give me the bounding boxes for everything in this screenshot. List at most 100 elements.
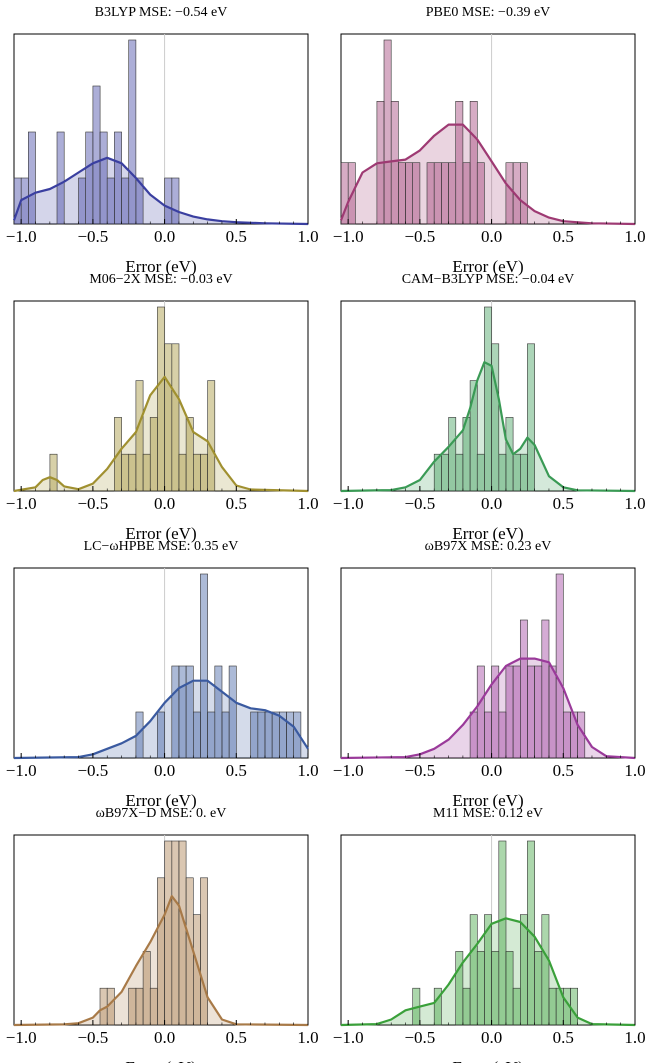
- histogram-bar: [476, 453, 485, 492]
- density-curve: [13, 895, 309, 1027]
- histogram-bar: [228, 665, 237, 759]
- histogram-bar: [433, 162, 442, 225]
- histogram-bar: [555, 573, 564, 759]
- x-tick-label: 0.0: [154, 1028, 175, 1047]
- histogram-bar: [498, 840, 507, 1026]
- histogram-bar: [541, 619, 550, 759]
- histogram-bar: [476, 951, 485, 1026]
- histogram-bar: [498, 711, 507, 759]
- x-axis-label: Error (eV): [452, 524, 523, 543]
- histogram-bar: [562, 711, 571, 759]
- x-tick-label: 1.0: [297, 494, 318, 513]
- density-area: [14, 680, 308, 758]
- x-tick-label: −0.5: [77, 761, 108, 780]
- x-tick-label: 0.0: [154, 761, 175, 780]
- x-axis-label: Error (eV): [125, 791, 196, 810]
- x-tick-label: 1.0: [297, 227, 318, 246]
- histogram-bar: [200, 877, 208, 1026]
- x-axis-label: Error (eV): [125, 257, 196, 276]
- histogram-bar: [178, 453, 187, 492]
- x-tick-label: −1.0: [333, 1028, 364, 1047]
- histogram-bar: [157, 711, 165, 759]
- histogram-bar: [519, 453, 528, 492]
- density-curve: [340, 361, 636, 493]
- histogram-bar: [527, 343, 535, 492]
- x-tick-label: −1.0: [6, 761, 37, 780]
- histogram-bar: [412, 162, 421, 225]
- panel-title: ωB97X MSE: 0.23 eV: [425, 539, 552, 554]
- histogram-bar: [548, 987, 557, 1026]
- density-area: [14, 896, 308, 1025]
- density-area: [341, 918, 635, 1025]
- histogram-bar: [128, 39, 137, 225]
- x-tick-label: 0.5: [226, 761, 247, 780]
- x-tick-label: 0.0: [154, 227, 175, 246]
- density-curve: [13, 375, 309, 493]
- x-tick-label: 1.0: [297, 1028, 318, 1047]
- x-tick-label: 1.0: [297, 761, 318, 780]
- x-tick-label: 0.0: [481, 1028, 502, 1047]
- histogram-bar: [207, 380, 216, 492]
- histogram-bar: [99, 131, 108, 225]
- histogram-bar: [293, 711, 302, 759]
- histogram-bar: [476, 665, 485, 759]
- histogram-bar: [135, 380, 144, 492]
- x-axis-label: Error (eV): [125, 1058, 196, 1063]
- histogram-bar: [106, 177, 115, 225]
- panel-title: ωB97X−D MSE: 0. eV: [96, 806, 227, 821]
- histogram-bar: [441, 162, 449, 225]
- x-tick-label: 1.0: [624, 494, 645, 513]
- histogram-bar: [484, 711, 492, 759]
- x-tick-label: 0.5: [226, 1028, 247, 1047]
- histogram-bar: [200, 573, 208, 759]
- x-axis-label: Error (eV): [125, 524, 196, 543]
- histogram-bar: [142, 453, 151, 492]
- histogram-bar: [519, 914, 528, 1026]
- histogram-bar: [20, 177, 29, 225]
- histogram-bar: [121, 177, 130, 225]
- histogram-bar: [448, 162, 457, 225]
- histogram-bar: [398, 162, 406, 225]
- histogram-bar: [512, 987, 521, 1026]
- histogram-bar: [56, 131, 65, 225]
- density-area: [341, 362, 635, 491]
- histogram-bar: [512, 665, 521, 759]
- panel-title: PBE0 MSE: −0.39 eV: [426, 5, 551, 20]
- density-area: [14, 157, 308, 224]
- x-tick-label: 1.0: [624, 227, 645, 246]
- x-tick-label: −1.0: [333, 494, 364, 513]
- histogram-bar: [505, 162, 514, 225]
- histogram-bar: [171, 177, 180, 225]
- histogram-bar: [128, 987, 137, 1026]
- histogram-bar: [92, 85, 101, 225]
- x-axis-label: Error (eV): [452, 791, 523, 810]
- density-area: [14, 376, 308, 491]
- panel-title: M06−2X MSE: −0.03 eV: [89, 272, 232, 287]
- x-axis-label: Error (eV): [452, 257, 523, 276]
- histogram-bar: [519, 619, 528, 759]
- x-tick-label: −1.0: [333, 227, 364, 246]
- histogram-bar: [128, 453, 137, 492]
- histogram-bar: [135, 987, 144, 1026]
- histogram-bar: [121, 453, 130, 492]
- density-area: [341, 658, 635, 758]
- histogram-bar: [405, 162, 413, 225]
- x-axis-label: Error (eV): [452, 1058, 523, 1063]
- histogram-panel-4: CAM−B3LYP MSE: −0.04 eV −1.0 −0.5 0.0 0.5 1.0…: [333, 272, 646, 543]
- histogram-bar: [221, 711, 230, 759]
- x-tick-label: 0.0: [481, 227, 502, 246]
- plot-frame: [340, 33, 636, 225]
- x-tick-label: 0.0: [481, 494, 502, 513]
- histogram-bar: [383, 39, 392, 225]
- x-tick-label: 0.5: [553, 494, 574, 513]
- histogram-bar: [27, 131, 36, 225]
- histogram-bar: [49, 453, 58, 492]
- x-tick-label: −1.0: [6, 1028, 37, 1047]
- histogram-bar: [455, 453, 464, 492]
- histogram-panel-8: M11 MSE: 0.12 eV −1.0 −0.5 0.0 0.5 1.0 Error (…: [333, 806, 646, 1063]
- density-curve: [12, 156, 309, 226]
- x-tick-label: −0.5: [404, 761, 435, 780]
- histogram-bar: [570, 987, 578, 1026]
- histogram-bar: [541, 914, 550, 1026]
